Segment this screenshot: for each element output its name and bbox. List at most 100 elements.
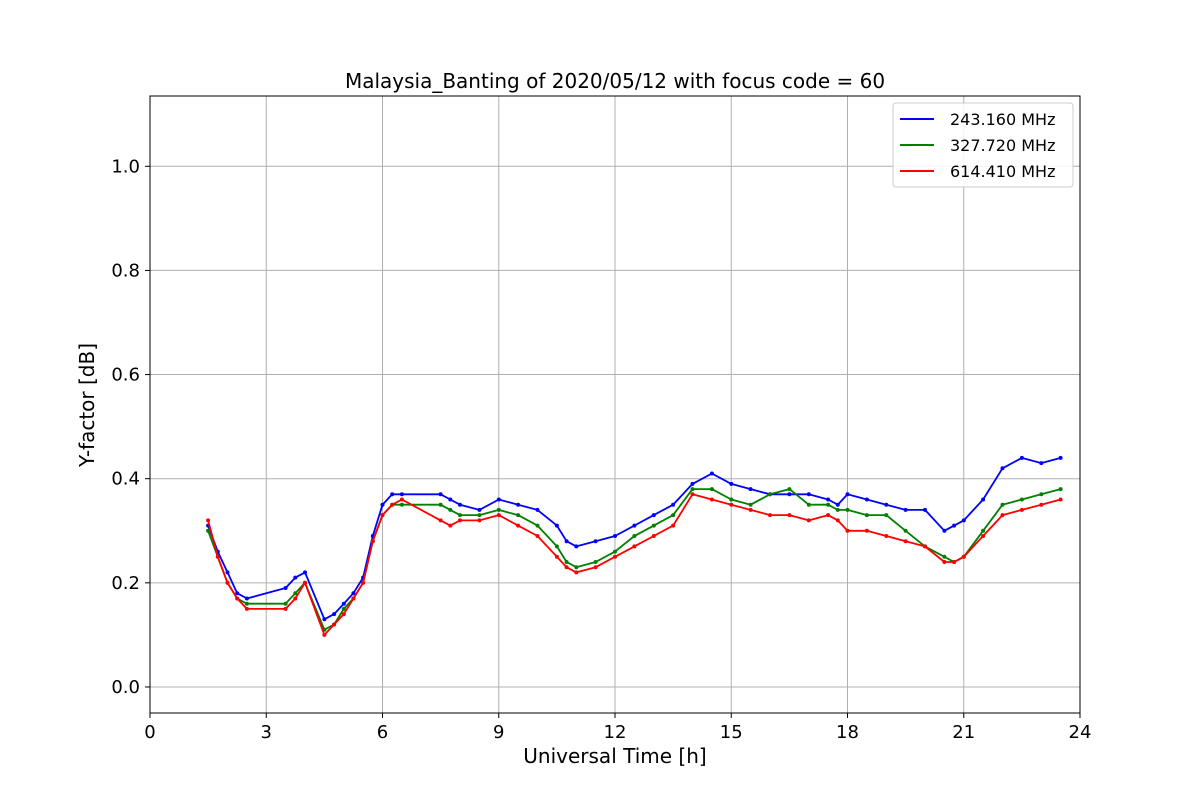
data-point [390,492,395,497]
data-point [458,513,462,518]
data-point [438,502,443,507]
data-point [235,591,240,596]
data-point [748,502,753,507]
x-axis-label: Universal Time [h] [523,744,706,768]
data-point [709,497,714,502]
data-point [690,487,695,492]
data-point [1019,497,1024,502]
data-point [835,502,840,507]
data-point [709,487,714,492]
data-point [564,560,569,564]
data-point [690,492,695,497]
data-point [806,502,811,507]
series-layer [206,455,1063,637]
data-point [952,523,957,528]
data-point [564,565,569,570]
data-point [332,612,337,617]
data-point [438,492,443,497]
chart-title: Malaysia_Banting of 2020/05/12 with focu… [345,69,885,93]
data-point [1000,513,1005,518]
data-point [206,528,211,533]
data-point [671,502,676,507]
data-point [826,502,831,507]
data-point [613,549,617,554]
y-tick-label: 0.2 [111,573,140,594]
data-point [961,518,966,523]
data-point [206,518,211,523]
data-point [981,534,986,538]
data-point [903,507,908,512]
data-point [477,518,482,523]
data-point [477,507,482,512]
data-point [341,612,346,617]
data-point [496,507,501,512]
data-point [709,471,714,476]
legend-label: 327.720 MHz [950,136,1055,155]
data-point [632,544,637,549]
data-point [341,606,346,611]
data-point [729,497,734,502]
data-point [1019,507,1024,512]
x-tick-label: 24 [1069,722,1092,743]
data-point [651,523,656,528]
data-point [1058,487,1063,492]
y-tick-label: 0.4 [111,469,140,490]
data-point [981,497,986,502]
data-point [458,518,462,523]
data-point [574,565,579,570]
data-point [516,523,521,528]
data-point [399,497,404,502]
data-point [380,502,385,507]
data-point [293,591,298,596]
data-point [981,528,986,533]
data-point [768,513,772,518]
y-tick-label: 0.0 [111,677,140,698]
data-point [341,601,346,606]
y-tick-label: 1.0 [111,156,140,177]
data-point [942,528,947,533]
data-point [283,586,288,590]
data-point [438,518,443,523]
y-tick-label: 0.8 [111,260,140,281]
y-axis: 0.0 0.2 0.4 0.6 0.8 1.0 [111,156,150,698]
data-point [671,523,676,528]
data-point [293,575,298,580]
data-point [651,534,656,538]
data-point [399,502,404,507]
data-point [806,518,811,523]
data-point [864,497,869,502]
series-2 [206,492,1063,637]
data-point [351,591,356,596]
data-point [593,539,598,544]
data-point [293,596,298,601]
data-point [370,539,375,544]
data-point [477,513,482,518]
x-tick-label: 18 [836,722,859,743]
data-point [593,565,598,570]
series-0 [206,455,1063,622]
data-point [535,507,540,512]
data-point [729,481,734,486]
x-axis: 0 3 6 9 12 15 18 21 24 [144,713,1091,743]
x-tick-label: 3 [261,722,272,743]
data-point [1000,502,1005,507]
data-point [748,487,753,492]
data-point [448,497,453,502]
data-point [399,492,404,497]
data-point [613,534,617,538]
data-point [322,617,327,622]
data-point [303,570,307,575]
data-point [516,502,521,507]
data-point [574,544,579,549]
data-point [332,622,337,627]
data-point [903,528,908,533]
data-point [903,539,908,544]
data-point [1019,455,1024,460]
data-point [845,507,850,512]
data-point [1058,455,1063,460]
data-point [448,507,453,512]
data-point [1000,466,1005,471]
data-point [458,502,462,507]
data-point [593,560,598,564]
